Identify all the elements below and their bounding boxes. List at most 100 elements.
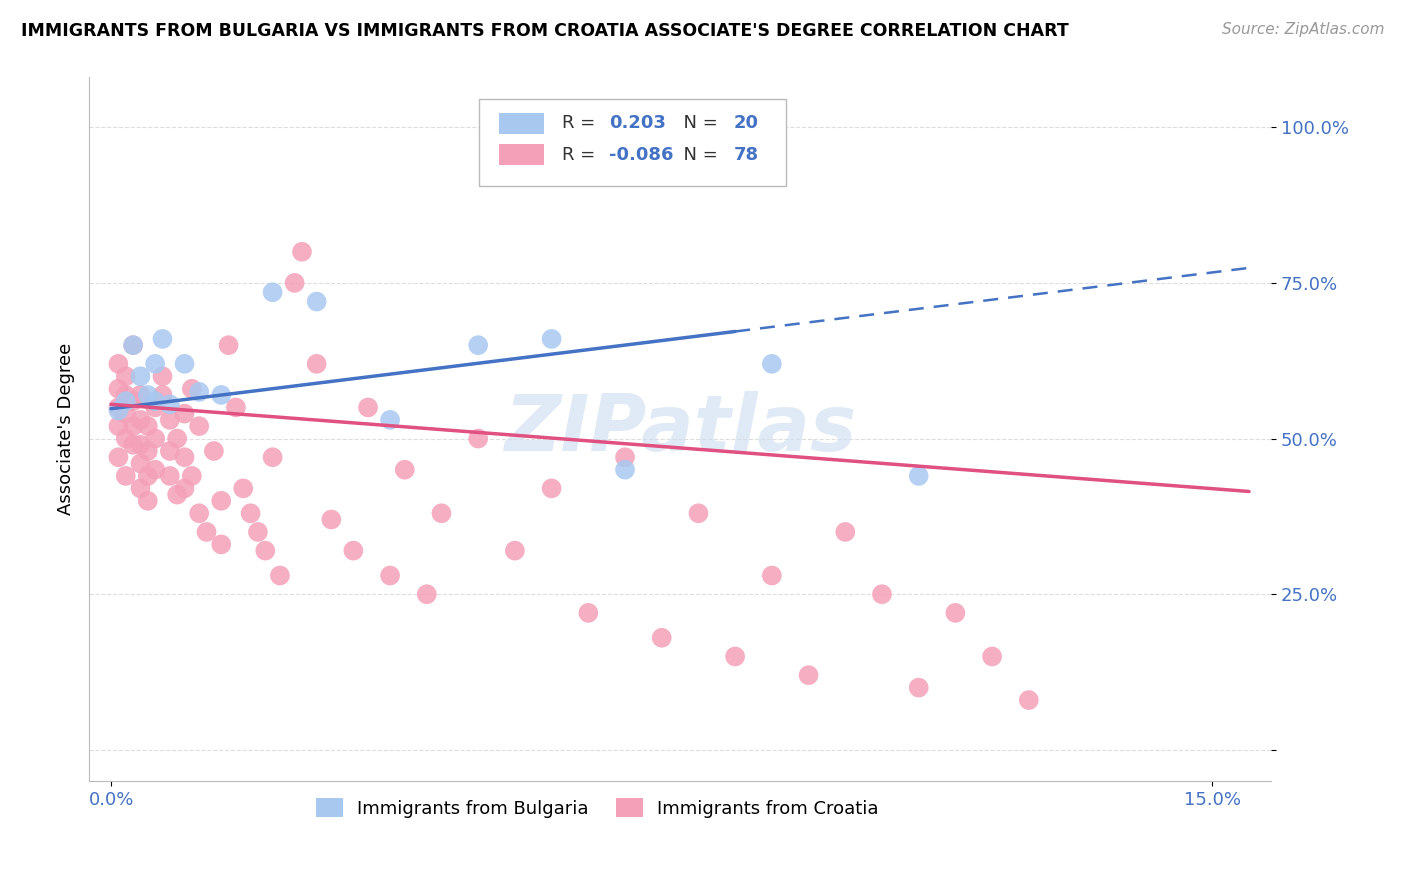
Point (291, 244, 314, 259)
Point (159, 413, 181, 427)
Point (239, 506, 262, 520)
Point (188, 419, 211, 434)
Point (651, 631, 673, 645)
Text: Source: ZipAtlas.com: Source: ZipAtlas.com (1222, 22, 1385, 37)
Point (129, 369, 152, 384)
Point (870, 587, 893, 601)
Text: ZIPatlas: ZIPatlas (503, 392, 856, 467)
Point (188, 506, 211, 520)
Point (209, 493, 232, 508)
Point (159, 444, 181, 458)
Point (467, 338, 489, 352)
Text: R =: R = (562, 114, 600, 132)
Point (129, 388, 152, 402)
Point (143, 432, 166, 446)
Text: N =: N = (672, 145, 723, 164)
Point (614, 450, 637, 465)
Point (129, 457, 152, 471)
Text: 0.203: 0.203 (609, 114, 666, 132)
Point (262, 285, 284, 300)
Point (246, 524, 269, 539)
Point (114, 369, 136, 384)
Text: N =: N = (672, 114, 723, 132)
Point (114, 407, 136, 421)
Point (209, 537, 232, 551)
Point (143, 394, 166, 409)
Point (122, 419, 145, 434)
Text: IMMIGRANTS FROM BULGARIA VS IMMIGRANTS FROM CROATIA ASSOCIATE'S DEGREE CORRELATI: IMMIGRANTS FROM BULGARIA VS IMMIGRANTS F… (21, 22, 1069, 40)
Point (188, 384, 211, 399)
Point (136, 419, 159, 434)
Point (173, 407, 195, 421)
Point (107, 403, 129, 417)
Point (209, 388, 232, 402)
Point (107, 357, 129, 371)
Text: 20: 20 (734, 114, 758, 132)
Point (122, 394, 145, 409)
Point (357, 401, 380, 415)
Point (173, 450, 195, 465)
Point (114, 432, 136, 446)
Point (107, 382, 129, 396)
Point (305, 294, 328, 309)
Point (180, 469, 202, 483)
Point (284, 276, 307, 290)
Point (688, 506, 710, 520)
Point (136, 444, 159, 458)
Point (378, 568, 401, 582)
Point (166, 487, 188, 501)
Point (430, 506, 453, 520)
Point (503, 543, 526, 558)
Text: -0.086: -0.086 (609, 145, 673, 164)
Point (129, 438, 152, 452)
Point (981, 649, 1004, 664)
Point (321, 512, 343, 526)
Point (143, 401, 166, 415)
Point (129, 481, 152, 495)
FancyBboxPatch shape (499, 112, 544, 134)
Point (232, 481, 254, 495)
Point (152, 388, 174, 402)
Point (202, 444, 225, 458)
Point (159, 397, 181, 411)
Point (342, 543, 364, 558)
Point (540, 481, 562, 495)
Point (136, 388, 159, 402)
Point (195, 524, 218, 539)
Point (254, 543, 277, 558)
Point (136, 493, 159, 508)
Point (143, 357, 166, 371)
Point (114, 469, 136, 483)
Point (269, 568, 291, 582)
Point (114, 394, 136, 409)
Point (945, 606, 967, 620)
Point (907, 469, 929, 483)
Point (159, 469, 181, 483)
Point (378, 413, 401, 427)
FancyBboxPatch shape (479, 98, 786, 186)
Point (166, 432, 188, 446)
Point (107, 419, 129, 434)
Point (1018, 693, 1040, 707)
Point (724, 649, 747, 664)
Legend: Immigrants from Bulgaria, Immigrants from Croatia: Immigrants from Bulgaria, Immigrants fro… (308, 791, 886, 825)
Y-axis label: Associate's Degree: Associate's Degree (58, 343, 75, 516)
Point (576, 606, 599, 620)
Point (129, 413, 152, 427)
Point (540, 332, 562, 346)
Point (136, 469, 159, 483)
Point (173, 481, 195, 495)
Point (834, 524, 856, 539)
Point (152, 369, 174, 384)
Point (225, 401, 247, 415)
Point (173, 357, 195, 371)
Point (122, 338, 145, 352)
Point (143, 463, 166, 477)
Point (761, 357, 783, 371)
Point (122, 438, 145, 452)
Point (107, 450, 129, 465)
Point (122, 338, 145, 352)
Point (416, 587, 439, 601)
Point (262, 450, 284, 465)
FancyBboxPatch shape (499, 145, 544, 165)
